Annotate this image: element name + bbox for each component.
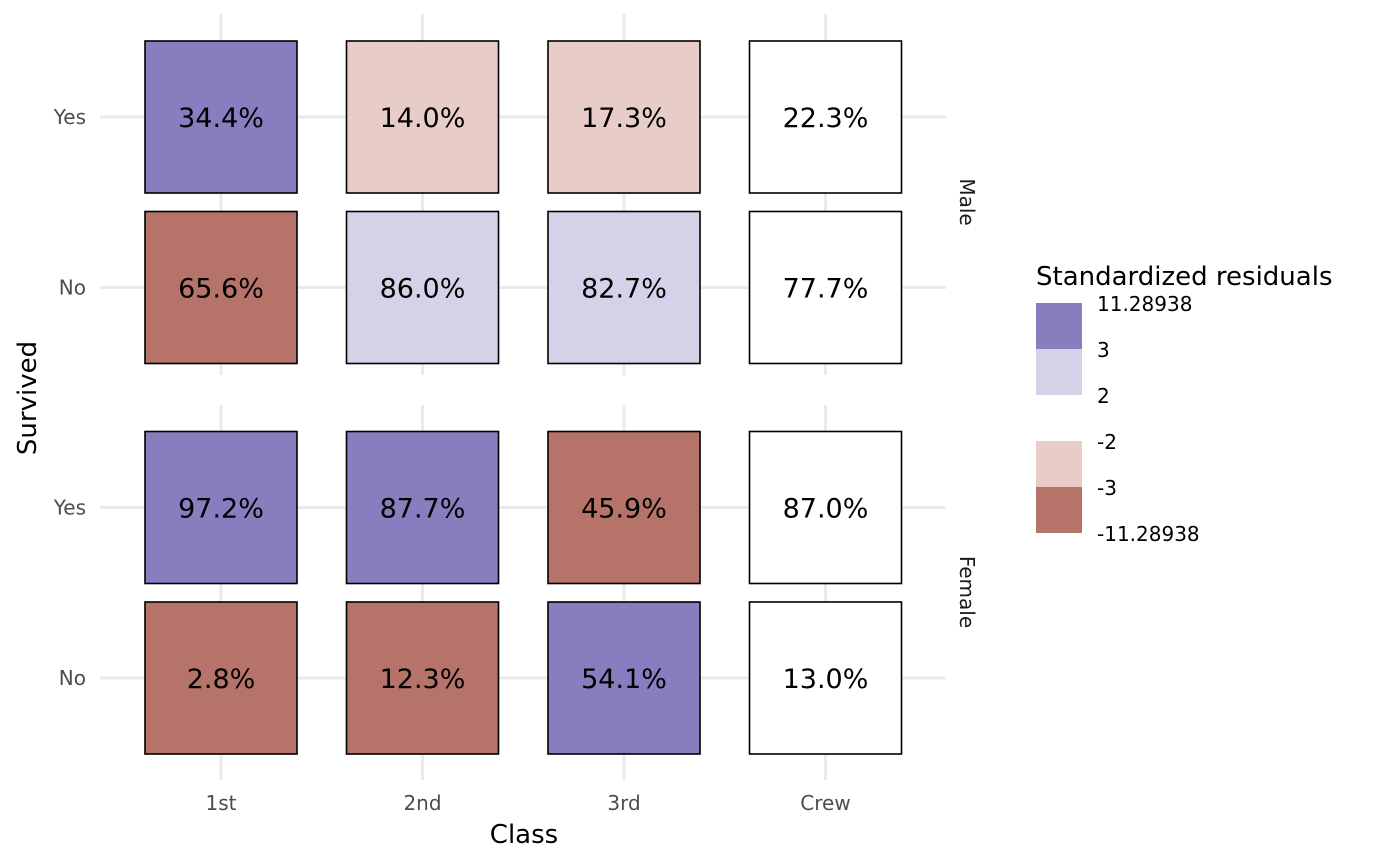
cell-female-yes-3rd-label: 45.9% <box>581 494 667 525</box>
cell-female-yes-crew-label: 87.0% <box>783 494 869 525</box>
cell-female-yes-crew <box>748 430 903 585</box>
panel-female: 97.2% 87.7% 45.9% 87.0% 2.8% 12.3% 54.1% 13.0% <box>100 405 946 780</box>
legend-label-4: -2 <box>1097 430 1117 454</box>
facet-strip-labels: Male Female <box>955 178 979 628</box>
y-tick-female-yes: Yes <box>53 496 86 520</box>
legend-label-1: 11.28938 <box>1097 292 1192 316</box>
cell-female-no-2nd-label: 12.3% <box>380 664 466 695</box>
chart-panels: 34.4% 14.0% 17.3% 22.3% 65.6% 86.0% 82.7% 77.7%… <box>100 14 946 780</box>
cell-female-no-crew <box>748 601 903 755</box>
cell-female-yes-1st-label: 97.2% <box>178 494 264 525</box>
y-axis-title: Survived <box>13 341 43 455</box>
cell-female-no-2nd <box>345 601 500 755</box>
cell-male-yes-crew-label: 22.3% <box>783 103 869 134</box>
cell-male-yes-2nd <box>345 40 500 194</box>
cell-female-no-1st <box>144 601 298 755</box>
cell-female-yes-1st <box>144 430 298 585</box>
panel-male: 34.4% 14.0% 17.3% 22.3% 65.6% 86.0% 82.7% 77.7% <box>100 14 946 375</box>
x-tick-labels: 1st 2nd 3rd Crew <box>206 791 851 815</box>
y-tick-female-no: No <box>59 666 86 690</box>
legend-title: Standardized residuals <box>1036 262 1333 292</box>
cell-female-no-3rd-label: 54.1% <box>581 664 667 695</box>
cell-male-no-3rd-label: 82.7% <box>581 274 667 305</box>
strip-label-female: Female <box>955 556 979 628</box>
legend-key-4 <box>1036 441 1082 487</box>
x-tick-1st: 1st <box>206 791 237 815</box>
cell-male-no-2nd-label: 86.0% <box>380 274 466 305</box>
cell-male-no-1st <box>144 210 298 365</box>
legend-label-3: 2 <box>1097 384 1110 408</box>
legend-label-6: -11.28938 <box>1097 522 1200 546</box>
y-tick-labels: Yes No Yes No <box>53 105 86 690</box>
cell-female-yes-2nd <box>345 430 500 585</box>
cell-male-no-1st-label: 65.6% <box>178 274 264 305</box>
legend-key-1 <box>1036 303 1082 349</box>
strip-label-male: Male <box>955 178 979 225</box>
cell-male-no-2nd <box>345 210 500 365</box>
legend-key-5 <box>1036 487 1082 533</box>
x-axis-title: Class <box>490 820 558 850</box>
legend-labels: 11.28938 3 2 -2 -3 -11.28938 <box>1097 292 1200 546</box>
cell-male-yes-3rd-label: 17.3% <box>581 103 667 134</box>
cell-female-no-3rd <box>547 601 701 755</box>
legend: Standardized residuals 11.28938 3 2 -2 -3 -11… <box>1036 262 1333 546</box>
cell-male-no-3rd <box>547 210 701 365</box>
cell-male-yes-3rd <box>547 40 701 194</box>
cell-female-yes-3rd <box>547 430 701 585</box>
cell-male-yes-crew <box>748 40 903 194</box>
legend-key-2 <box>1036 349 1082 395</box>
cell-female-no-crew-label: 13.0% <box>783 664 869 695</box>
x-tick-2nd: 2nd <box>403 791 441 815</box>
cell-male-no-crew-label: 77.7% <box>783 274 869 305</box>
cell-female-yes-2nd-label: 87.7% <box>380 494 466 525</box>
x-tick-3rd: 3rd <box>607 791 640 815</box>
y-tick-male-no: No <box>59 276 86 300</box>
legend-label-5: -3 <box>1097 476 1117 500</box>
cell-male-yes-1st-label: 34.4% <box>178 103 264 134</box>
cell-male-yes-1st <box>144 40 298 194</box>
cell-female-no-1st-label: 2.8% <box>187 664 256 695</box>
legend-keys <box>1036 303 1082 533</box>
legend-key-3 <box>1036 395 1082 441</box>
y-tick-male-yes: Yes <box>53 105 86 129</box>
cell-male-no-crew <box>748 210 903 365</box>
cell-male-yes-2nd-label: 14.0% <box>380 103 466 134</box>
legend-label-2: 3 <box>1097 338 1110 362</box>
x-tick-crew: Crew <box>800 791 850 815</box>
